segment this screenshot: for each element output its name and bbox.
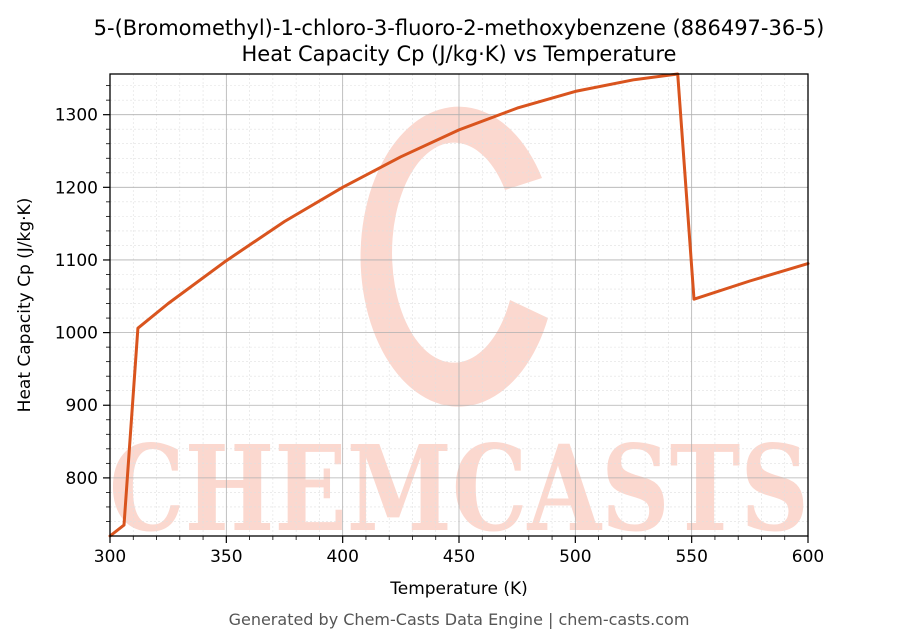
- x-axis-label: Temperature (K): [389, 579, 528, 599]
- x-tick-label: 400: [326, 547, 358, 567]
- chart-title: 5-(Bromomethyl)-1-chloro-3-fluoro-2-meth…: [94, 16, 825, 40]
- ticks: 300 350 400 450 500 550 600 800 900 1000 1100 1200 1…: [55, 85, 824, 567]
- watermark-c-icon: [360, 106, 548, 407]
- y-axis-label: Heat Capacity Cp (J/kg·K): [15, 198, 35, 413]
- x-tick-label: 500: [559, 547, 591, 567]
- x-tick-label: 600: [792, 547, 824, 567]
- x-tick-label: 350: [210, 547, 242, 567]
- x-tick-label: 550: [675, 547, 707, 567]
- y-tick-label: 1100: [55, 251, 98, 271]
- footer-credit: Generated by Chem-Casts Data Engine | ch…: [229, 610, 690, 629]
- x-tick-label: 300: [94, 547, 126, 567]
- y-tick-label: 1300: [55, 106, 98, 126]
- y-tick-label: 800: [66, 469, 98, 489]
- chart-subtitle: Heat Capacity Cp (J/kg·K) vs Temperature: [242, 42, 677, 66]
- y-tick-label: 900: [66, 396, 98, 416]
- x-tick-label: 450: [443, 547, 475, 567]
- y-tick-label: 1000: [55, 324, 98, 344]
- series-line-0: [108, 72, 810, 538]
- y-tick-label: 1200: [55, 178, 98, 198]
